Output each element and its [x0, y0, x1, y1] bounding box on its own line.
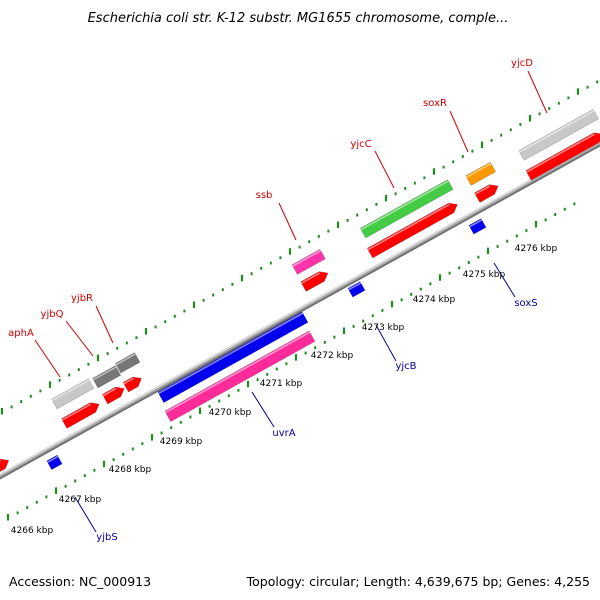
cds-aphA — [61, 402, 100, 429]
gene-yjcD — [518, 108, 599, 161]
chromosome-backbone — [0, 140, 600, 480]
label-yjbS: yjbS — [74, 496, 118, 543]
label-yjbR: yjbR — [71, 293, 114, 344]
gene-features — [0, 108, 600, 472]
scale-label: 4269 kbp — [160, 437, 203, 447]
gene-name-yjcC: yjcC — [350, 139, 371, 150]
label-yjcD: yjcD — [511, 58, 548, 114]
gene-labels: aphA yjbQ yjbR ssb yjcC soxR yjcD yjbS uvrA yjcB s… — [8, 58, 548, 543]
scale-label: 4273 kbp — [362, 323, 405, 333]
lower-tick-row — [6, 202, 576, 521]
gene-name-ssb: ssb — [256, 190, 273, 201]
label-yjcB: yjcB — [375, 324, 417, 372]
gene-name-yjbQ: yjbQ — [41, 309, 64, 320]
label-soxS: soxS — [493, 262, 538, 309]
gene-name-yjbR: yjbR — [71, 293, 93, 304]
cds-yjbQ — [101, 386, 125, 405]
cds-ssb — [300, 271, 329, 292]
scale-label: 4272 kbp — [311, 351, 354, 361]
gene-yjcC — [359, 179, 454, 239]
label-soxR: soxR — [423, 98, 469, 153]
gene-name-yjcD: yjcD — [511, 58, 533, 69]
gene-name-yjbS: yjbS — [96, 532, 117, 543]
gene-yjbR — [114, 352, 141, 374]
upper-tick-row — [0, 80, 599, 415]
tick-marks — [0, 80, 599, 521]
label-ssb: ssb — [256, 190, 297, 241]
accession-text: Accession: NC_000913 — [9, 574, 151, 589]
cds-uvrA — [164, 330, 316, 422]
gene-aphA — [51, 378, 95, 410]
scale-label: 4276 kbp — [515, 244, 558, 254]
gene-name-soxS: soxS — [514, 298, 537, 309]
label-yjcC: yjcC — [350, 139, 395, 189]
gene-yjcB — [347, 281, 366, 298]
scale-label: 4267 kbp — [59, 495, 102, 505]
scale-labels: 4266 kbp 4267 kbp 4268 kbp 4269 kbp 4270 kbp… — [11, 244, 558, 536]
cds-yjcC — [366, 202, 458, 259]
gene-name-aphA: aphA — [8, 328, 34, 339]
gene-name-uvrA: uvrA — [272, 428, 295, 439]
topology-text: Topology: circular; Length: 4,639,675 bp… — [246, 574, 590, 589]
scale-label: 4274 kbp — [413, 295, 456, 305]
gene-ssb — [291, 248, 326, 275]
gene-name-soxR: soxR — [423, 98, 447, 109]
gene-yjbQ — [92, 365, 122, 389]
label-yjbQ: yjbQ — [41, 309, 94, 357]
label-aphA: aphA — [8, 328, 61, 378]
gene-soxR — [465, 161, 496, 186]
label-uvrA: uvrA — [251, 391, 296, 439]
scale-label: 4271 kbp — [260, 379, 303, 389]
scale-label: 4266 kbp — [11, 526, 54, 536]
gene-uvrA — [157, 311, 309, 403]
gene-name-yjcB: yjcB — [395, 361, 416, 372]
cds-yjcD — [525, 132, 600, 181]
map-title: Escherichia coli str. K-12 substr. MG165… — [88, 11, 509, 26]
scale-label: 4268 kbp — [109, 465, 152, 475]
cds-yjbR — [122, 376, 142, 393]
scale-label: 4275 kbp — [463, 270, 506, 280]
scale-label: 4270 kbp — [209, 408, 252, 418]
cds-left-edge — [0, 458, 10, 472]
cds-soxR — [474, 184, 499, 203]
gene-yjbS — [46, 454, 63, 471]
gene-soxS — [468, 218, 487, 235]
